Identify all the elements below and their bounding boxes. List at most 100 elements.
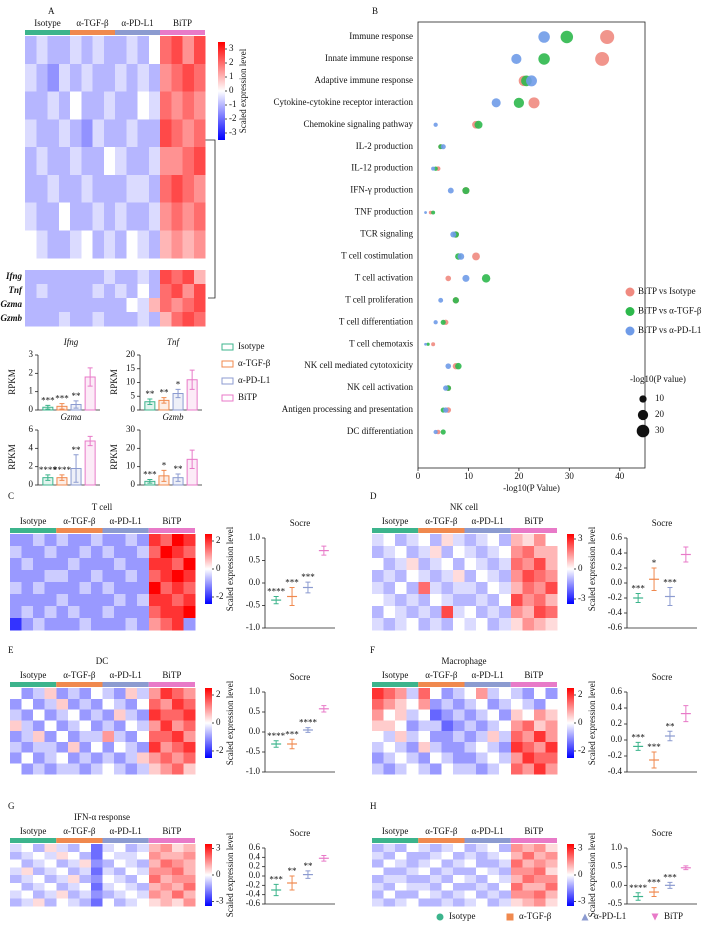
heat-cell (125, 534, 138, 547)
heat-cell (90, 688, 103, 700)
heat-cell (137, 720, 150, 732)
heat-cell (406, 606, 419, 619)
heat-cell (67, 882, 80, 891)
y-tick-label: 0.6 (611, 532, 623, 542)
heat-cell (171, 284, 183, 299)
row-label: Tnf (9, 285, 24, 295)
y-tick-label: 3 (29, 349, 34, 359)
heat-cell (148, 898, 161, 907)
heat-cell (70, 174, 82, 203)
error-bar (305, 727, 311, 733)
heat-cell (487, 898, 500, 907)
heat-cell (429, 709, 442, 721)
colorbar-tick-label: 3 (578, 842, 583, 852)
colorbar-tick-label: 3 (229, 43, 234, 53)
error-bar (73, 400, 79, 409)
heat-cell (33, 720, 45, 732)
legend-label: Isotype (238, 341, 265, 351)
heat-cell (429, 752, 442, 764)
heat-cell (510, 546, 523, 559)
heat-cell (476, 867, 488, 876)
heat-cell (44, 867, 57, 876)
heat-cell (160, 594, 173, 607)
heat-cell (33, 844, 45, 853)
legend-swatch (221, 394, 234, 402)
heat-cell (545, 844, 558, 853)
heat-cell (464, 709, 477, 721)
heat-cell (102, 882, 115, 891)
heat-cell (182, 230, 195, 259)
heat-cell (487, 570, 500, 583)
heat-cell (452, 558, 465, 571)
heat-cell (44, 844, 57, 853)
heat-cell (510, 859, 523, 868)
y-tick-label: 30 (126, 424, 136, 434)
y-tick-label: 0.6 (249, 842, 261, 852)
size-legend-marker (636, 424, 650, 438)
group-band (510, 682, 557, 687)
score-title: Socre (290, 672, 311, 682)
heat-cell (10, 859, 22, 868)
significance: *** (143, 470, 157, 480)
heat-cell (125, 882, 138, 891)
heat-cell (114, 882, 126, 891)
significance: ** (145, 389, 155, 399)
heat-cell (115, 174, 127, 203)
panel-letter: D (370, 491, 377, 501)
dot (538, 31, 550, 43)
heat-cell (44, 546, 57, 559)
heat-cell (406, 851, 419, 860)
heat-cell (372, 898, 384, 907)
heat-cell (499, 731, 512, 743)
y-tick-label: 0.2 (611, 718, 622, 728)
heat-cell (33, 741, 45, 753)
heat-cell (90, 570, 103, 583)
heat-cell (406, 618, 419, 631)
heat-cell (395, 546, 407, 559)
y-tick-label: 0.5 (611, 861, 623, 871)
heat-cell (510, 688, 523, 700)
heat-cell (183, 898, 196, 907)
heat-cell (476, 688, 488, 700)
error-bar (683, 865, 689, 871)
dot (431, 342, 436, 347)
heat-cell (25, 147, 37, 176)
heat-cell (56, 709, 69, 721)
heat-cell (148, 698, 161, 710)
error-bar (161, 469, 167, 482)
heat-cell (44, 875, 57, 884)
heat-cell (21, 688, 34, 700)
y-axis-label: RPKM (7, 369, 17, 395)
group-band (510, 838, 557, 843)
dot (445, 363, 452, 369)
heat-cell (137, 284, 150, 299)
heat-cell (429, 594, 442, 607)
heat-cell (476, 898, 488, 907)
heat-cell (67, 752, 80, 764)
y-tick-label: 0.0 (611, 879, 623, 889)
heat-cell (452, 709, 465, 721)
axis-line (264, 538, 335, 629)
heat-cell (137, 882, 150, 891)
heat-cell (160, 534, 173, 547)
heat-cell (383, 867, 396, 876)
heat-cell (395, 720, 407, 732)
category-label: T cell proliferation (345, 294, 413, 304)
legend-label: BiTP (238, 392, 257, 402)
heat-cell (372, 851, 384, 860)
heat-cell (395, 570, 407, 583)
heat-cell (137, 174, 150, 203)
heat-cell (464, 570, 477, 583)
heat-cell (115, 230, 127, 259)
heat-cell (102, 558, 115, 571)
heat-cell (114, 688, 126, 700)
y-tick-label: -0.4 (246, 889, 261, 899)
heat-cell (499, 720, 512, 732)
group-band (372, 838, 419, 843)
dot (445, 275, 452, 282)
heat-cell (452, 752, 465, 764)
heat-cell (464, 698, 477, 710)
y-tick-label: -1.0 (246, 766, 261, 776)
heat-cell (418, 844, 431, 853)
y-tick-label: 0.2 (249, 861, 260, 871)
